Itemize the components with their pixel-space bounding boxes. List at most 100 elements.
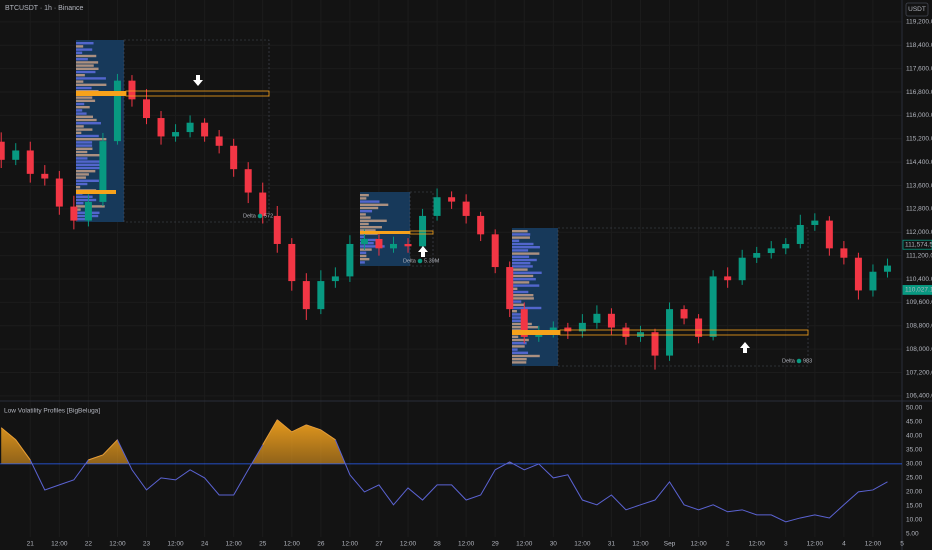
delta-label: Delta bbox=[243, 213, 257, 219]
profile-row bbox=[512, 310, 517, 313]
candle-body bbox=[404, 243, 412, 247]
y-tick-label: 108,000.00 bbox=[906, 346, 932, 353]
profile-row bbox=[76, 48, 93, 51]
profile-row bbox=[76, 112, 87, 115]
delta-value: 5.39M bbox=[424, 258, 440, 264]
profile-row bbox=[76, 118, 97, 122]
candle-body bbox=[12, 150, 20, 160]
candle-body bbox=[288, 243, 296, 282]
candle-body bbox=[869, 271, 877, 291]
candle-body bbox=[462, 201, 470, 216]
x-tick-label: 25 bbox=[259, 541, 267, 548]
poc-line bbox=[125, 90, 270, 97]
profile-row bbox=[360, 216, 371, 219]
candle-body bbox=[186, 122, 194, 133]
profile-row bbox=[512, 258, 537, 262]
candle-body bbox=[506, 267, 514, 310]
oscillator-hot-segment bbox=[88, 454, 104, 461]
profile-row bbox=[360, 258, 370, 261]
candle-body bbox=[389, 243, 397, 249]
profile-row bbox=[360, 226, 382, 229]
profile-row bbox=[360, 219, 387, 222]
candle-body bbox=[259, 192, 267, 216]
delta-icon bbox=[257, 213, 263, 219]
candle-body bbox=[651, 332, 659, 356]
x-tick-label: 26 bbox=[317, 541, 325, 548]
profile-row bbox=[512, 233, 531, 236]
poc-bar bbox=[76, 190, 116, 194]
profile-row bbox=[76, 176, 86, 179]
candle-body bbox=[622, 327, 630, 337]
profile-row bbox=[360, 229, 376, 232]
candle-body bbox=[607, 313, 615, 328]
profile-row bbox=[512, 281, 530, 284]
profile-row bbox=[76, 157, 88, 160]
profile-row bbox=[76, 115, 93, 118]
profile-row bbox=[512, 361, 527, 364]
x-tick-label: 12:00 bbox=[226, 541, 243, 548]
profile-row bbox=[76, 141, 93, 144]
profile-row bbox=[76, 106, 90, 109]
profile-row bbox=[76, 61, 99, 64]
profile-row bbox=[360, 245, 385, 248]
x-tick-label: 12:00 bbox=[807, 541, 824, 548]
profile-row bbox=[76, 198, 97, 202]
profile-row bbox=[76, 109, 83, 112]
candle-body bbox=[113, 80, 121, 142]
profile-row bbox=[76, 58, 88, 61]
indicator-title: Low Volatility Profiles [BigBeluga] bbox=[4, 408, 100, 415]
poc-bar bbox=[512, 330, 560, 335]
profile-row bbox=[76, 74, 85, 77]
delta-icon bbox=[417, 258, 423, 264]
profile-row bbox=[512, 300, 522, 303]
profile-row bbox=[360, 200, 380, 203]
currency-label[interactable]: USDT bbox=[908, 6, 926, 13]
x-tick-label: 28 bbox=[433, 541, 441, 548]
grid bbox=[0, 0, 902, 537]
candle-body bbox=[317, 281, 325, 310]
oscillator-hot-segment bbox=[320, 429, 336, 441]
candle-body bbox=[360, 239, 368, 244]
profile-row bbox=[512, 230, 528, 233]
candle-body bbox=[738, 257, 746, 281]
x-tick-label: 30 bbox=[550, 541, 558, 548]
y-tick-label: 45.00 bbox=[906, 419, 923, 426]
y-tick-label: 111,200.00 bbox=[906, 252, 932, 259]
profile-row bbox=[76, 160, 104, 163]
candle-body bbox=[782, 243, 790, 249]
profile-row bbox=[512, 239, 520, 242]
profile-row bbox=[512, 278, 536, 281]
profile-extension bbox=[557, 227, 809, 367]
x-tick-label: 2 bbox=[726, 541, 730, 548]
profile-row bbox=[512, 268, 528, 271]
oscillator bbox=[0, 419, 902, 523]
x-tick-label: 31 bbox=[608, 541, 616, 548]
candle-body bbox=[666, 309, 674, 356]
candle-body bbox=[433, 197, 441, 216]
profile-row bbox=[512, 287, 518, 290]
profile-row bbox=[360, 203, 389, 206]
profile-row bbox=[76, 179, 99, 182]
y-tick-label: 20.00 bbox=[906, 489, 923, 496]
price-tag-label: 111,574.50 bbox=[905, 241, 932, 248]
profile-row bbox=[76, 125, 84, 128]
delta-label: Delta bbox=[782, 358, 796, 364]
profile-row bbox=[76, 144, 93, 147]
x-tick-label: 12:00 bbox=[632, 541, 649, 548]
currency-button[interactable] bbox=[905, 2, 929, 17]
profile-row bbox=[512, 342, 527, 345]
profile-row bbox=[76, 102, 85, 106]
y-tick-label: 5.00 bbox=[906, 531, 919, 538]
candle-body bbox=[593, 313, 601, 323]
delta-icon bbox=[796, 358, 802, 364]
delta-value: 572 bbox=[264, 213, 273, 219]
symbol-title: BTCUSDT · 1h · Binance bbox=[5, 5, 84, 12]
oscillator-hot-segment bbox=[306, 424, 322, 431]
profile-row bbox=[512, 294, 534, 297]
candle-body bbox=[331, 276, 339, 282]
y-tick-label: 109,600.00 bbox=[906, 299, 932, 306]
oscillator-hot-segment bbox=[262, 419, 278, 446]
profile-row bbox=[76, 166, 101, 170]
candle-body bbox=[375, 239, 383, 249]
